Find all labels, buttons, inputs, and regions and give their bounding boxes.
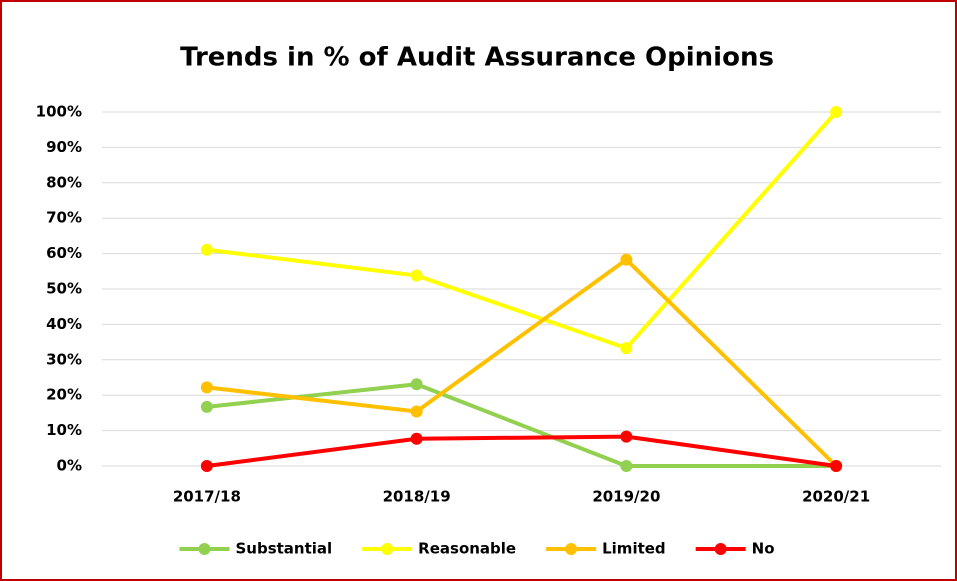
chart-title: Trends in % of Audit Assurance Opinions: [180, 43, 774, 73]
series-line: [206, 434, 837, 468]
x-tick-label: 2018/19: [383, 488, 451, 506]
legend-label: Reasonable: [418, 540, 516, 558]
y-tick-label: 60%: [46, 244, 82, 262]
y-tick-label: 100%: [36, 103, 82, 121]
legend-label: Substantial: [235, 540, 332, 558]
legend-item: Limited: [546, 540, 666, 558]
x-tick-label: 2020/21: [802, 488, 870, 506]
legend-marker: [381, 543, 394, 555]
series-line: [206, 382, 837, 468]
data-point: [410, 405, 423, 418]
legend-label: Limited: [602, 540, 666, 558]
y-tick-label: 80%: [46, 173, 82, 191]
y-tick-label: 10%: [46, 421, 82, 439]
legend-marker: [714, 543, 727, 555]
y-tick-label: 20%: [46, 386, 82, 404]
y-tick-label: 0%: [57, 457, 82, 475]
x-tick-label: 2019/20: [592, 488, 660, 506]
data-point: [620, 253, 633, 266]
legend-item: Reasonable: [362, 540, 516, 558]
legend-marker: [565, 543, 578, 555]
data-point: [410, 269, 423, 282]
data-point: [410, 432, 423, 445]
data-point: [200, 460, 213, 472]
legend-item: No: [695, 540, 775, 558]
y-tick-label: 40%: [46, 315, 82, 333]
series-line: [206, 257, 838, 468]
data-point: [620, 460, 633, 472]
data-point: [620, 430, 633, 443]
y-tick-label: 90%: [46, 138, 82, 156]
legend-marker: [198, 543, 211, 555]
data-point: [410, 378, 423, 391]
y-tick-label: 50%: [46, 280, 82, 298]
data-point: [830, 460, 843, 472]
legend-label: No: [752, 540, 775, 558]
data-point: [200, 400, 213, 413]
data-point: [200, 381, 213, 394]
y-tick-label: 30%: [46, 350, 82, 368]
x-tick-label: 2017/18: [173, 488, 241, 506]
legend-item: Substantial: [179, 540, 332, 558]
y-tick-label: 70%: [46, 209, 82, 227]
data-point: [620, 342, 633, 355]
data-point: [200, 243, 213, 256]
series-line: [206, 110, 838, 351]
data-point: [830, 106, 843, 118]
